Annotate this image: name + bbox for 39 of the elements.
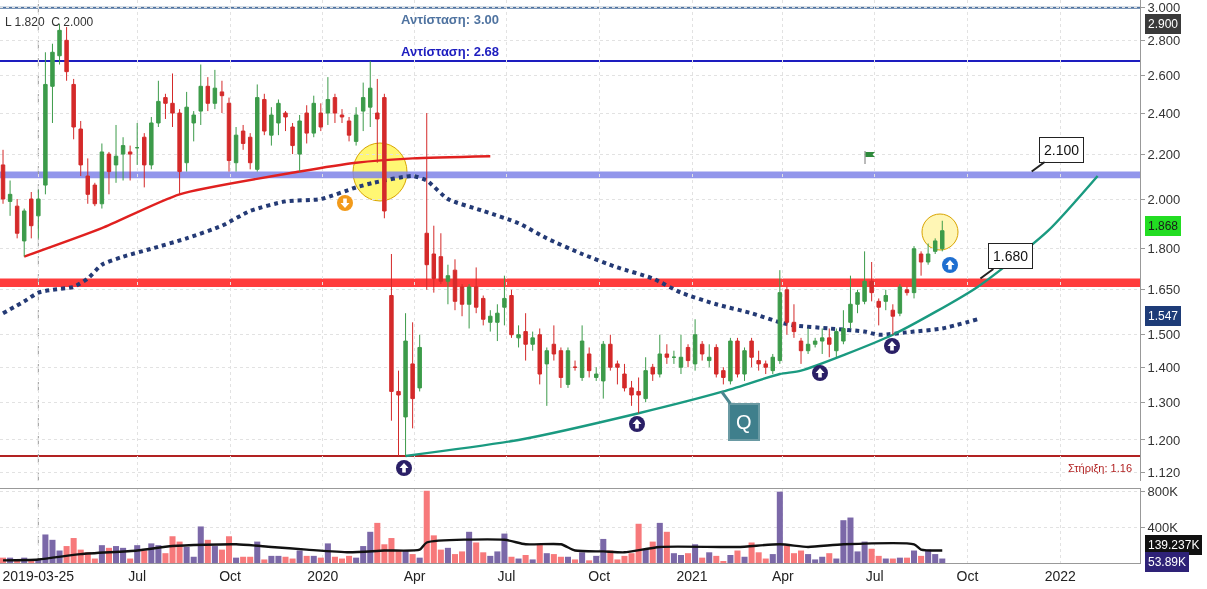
x-tick-label: 2019-03-25 (2, 567, 75, 584)
x-tick-label: Apr (403, 567, 426, 584)
y-tick-label: 2.400 (1147, 105, 1181, 121)
x-tick-label: 2021 (676, 567, 708, 584)
band-label: 2.100 (1044, 142, 1080, 158)
y-tick-label: 1.400 (1147, 359, 1181, 375)
text: 139.237K (1148, 538, 1200, 552)
text: 53.89K (1148, 555, 1187, 569)
text: 1.547 (1148, 309, 1179, 323)
x-tick-label: 2020 (307, 567, 339, 584)
y-tick-label: 2.600 (1147, 67, 1181, 83)
ref-line-label: Αντίσταση: 3.00 (401, 12, 499, 27)
annotation: Q (736, 411, 752, 433)
y-tick-label: 400K (1147, 519, 1179, 535)
y-tick-label: 3.000 (1147, 0, 1181, 16)
text: 2.900 (1148, 17, 1179, 31)
y-tick-label: 1.120 (1147, 465, 1181, 481)
ref-line-label: Στήριξη: 1.16 (1068, 462, 1133, 474)
x-tick-label: 2022 (1044, 567, 1077, 584)
y-tick-label: 1.300 (1147, 394, 1181, 410)
y-tick-label: 2.200 (1147, 146, 1181, 162)
y-tick-label: 1.650 (1147, 282, 1181, 298)
x-tick-label: Oct (956, 567, 979, 584)
x-tick-label: Jul (128, 567, 147, 584)
x-tick-label: Oct (219, 567, 242, 584)
annotation: L 1.820 C 2.000 (5, 15, 94, 29)
y-tick-label: 1.500 (1147, 327, 1181, 343)
y-tick-label: 2.800 (1147, 32, 1181, 48)
y-tick-label: 1.800 (1147, 241, 1181, 257)
y-tick-label: 800K (1147, 484, 1179, 500)
y-tick-label: 2.000 (1147, 191, 1181, 207)
ref-line-label: Αντίσταση: 2.68 (401, 44, 499, 59)
x-tick-label: Oct (588, 567, 611, 584)
text: 1.868 (1148, 219, 1179, 233)
x-tick-label: Apr (771, 567, 795, 584)
x-tick-label: Jul (865, 567, 884, 584)
x-tick-label: Jul (497, 567, 516, 584)
band-label: 1.680 (993, 248, 1029, 264)
y-tick-label: 1.200 (1147, 432, 1181, 448)
